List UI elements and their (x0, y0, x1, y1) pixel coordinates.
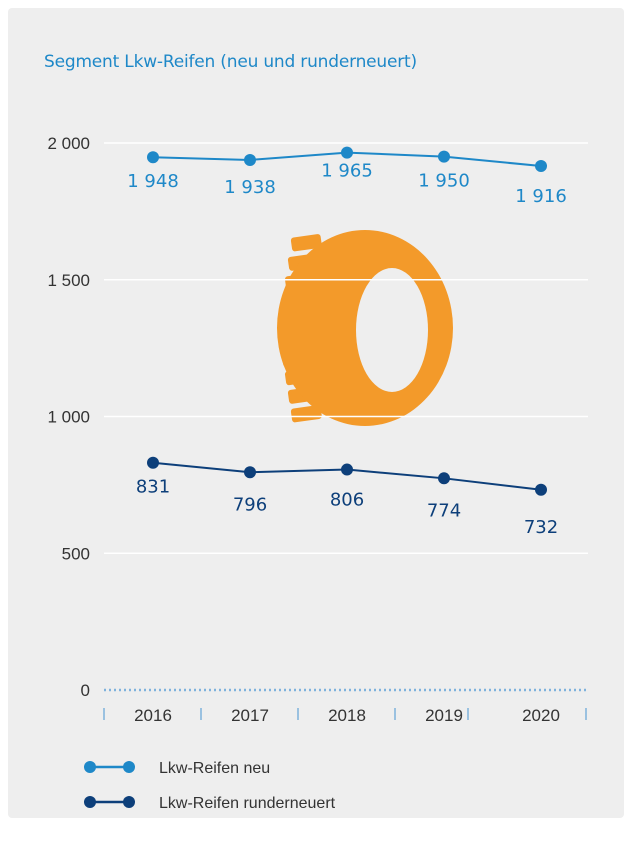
truck-tire-icon (277, 230, 453, 426)
legend-marker (84, 761, 96, 773)
y-tick-label: 0 (81, 681, 90, 700)
legend-label: Lkw-Reifen neu (159, 760, 270, 777)
x-tick-label: 2020 (522, 706, 560, 725)
legend-marker (123, 761, 135, 773)
data-point (244, 466, 256, 479)
data-point (438, 150, 450, 163)
data-point (438, 472, 450, 485)
x-tick-label: 2019 (425, 706, 463, 725)
data-label: 806 (330, 490, 364, 511)
data-point (535, 483, 547, 496)
data-label: 1 916 (515, 186, 567, 207)
data-label: 1 948 (127, 171, 179, 192)
data-label: 1 938 (224, 177, 276, 198)
data-label: 774 (427, 500, 461, 521)
y-tick-label: 1 000 (47, 408, 90, 427)
y-tick-label: 500 (62, 544, 90, 563)
y-tick-label: 1 500 (47, 271, 90, 290)
data-point (244, 153, 256, 166)
data-point (147, 151, 159, 164)
x-tick-label: 2017 (231, 706, 269, 725)
chart-title: Segment Lkw-Reifen (neu und runderneuert… (44, 52, 417, 72)
legend-marker (84, 796, 96, 808)
y-tick-label: 2 000 (47, 134, 90, 153)
data-point (147, 456, 159, 469)
data-label: 1 950 (418, 171, 470, 192)
data-point (535, 159, 547, 172)
data-point (341, 146, 353, 159)
data-label: 732 (524, 517, 558, 538)
data-point (341, 463, 353, 476)
x-tick-label: 2016 (134, 706, 172, 725)
data-label: 796 (233, 494, 267, 515)
x-tick-label: 2018 (328, 706, 366, 725)
legend-marker (123, 796, 135, 808)
data-label: 1 965 (321, 161, 373, 182)
legend-label: Lkw-Reifen runderneuert (159, 795, 336, 812)
data-label: 831 (136, 477, 170, 498)
